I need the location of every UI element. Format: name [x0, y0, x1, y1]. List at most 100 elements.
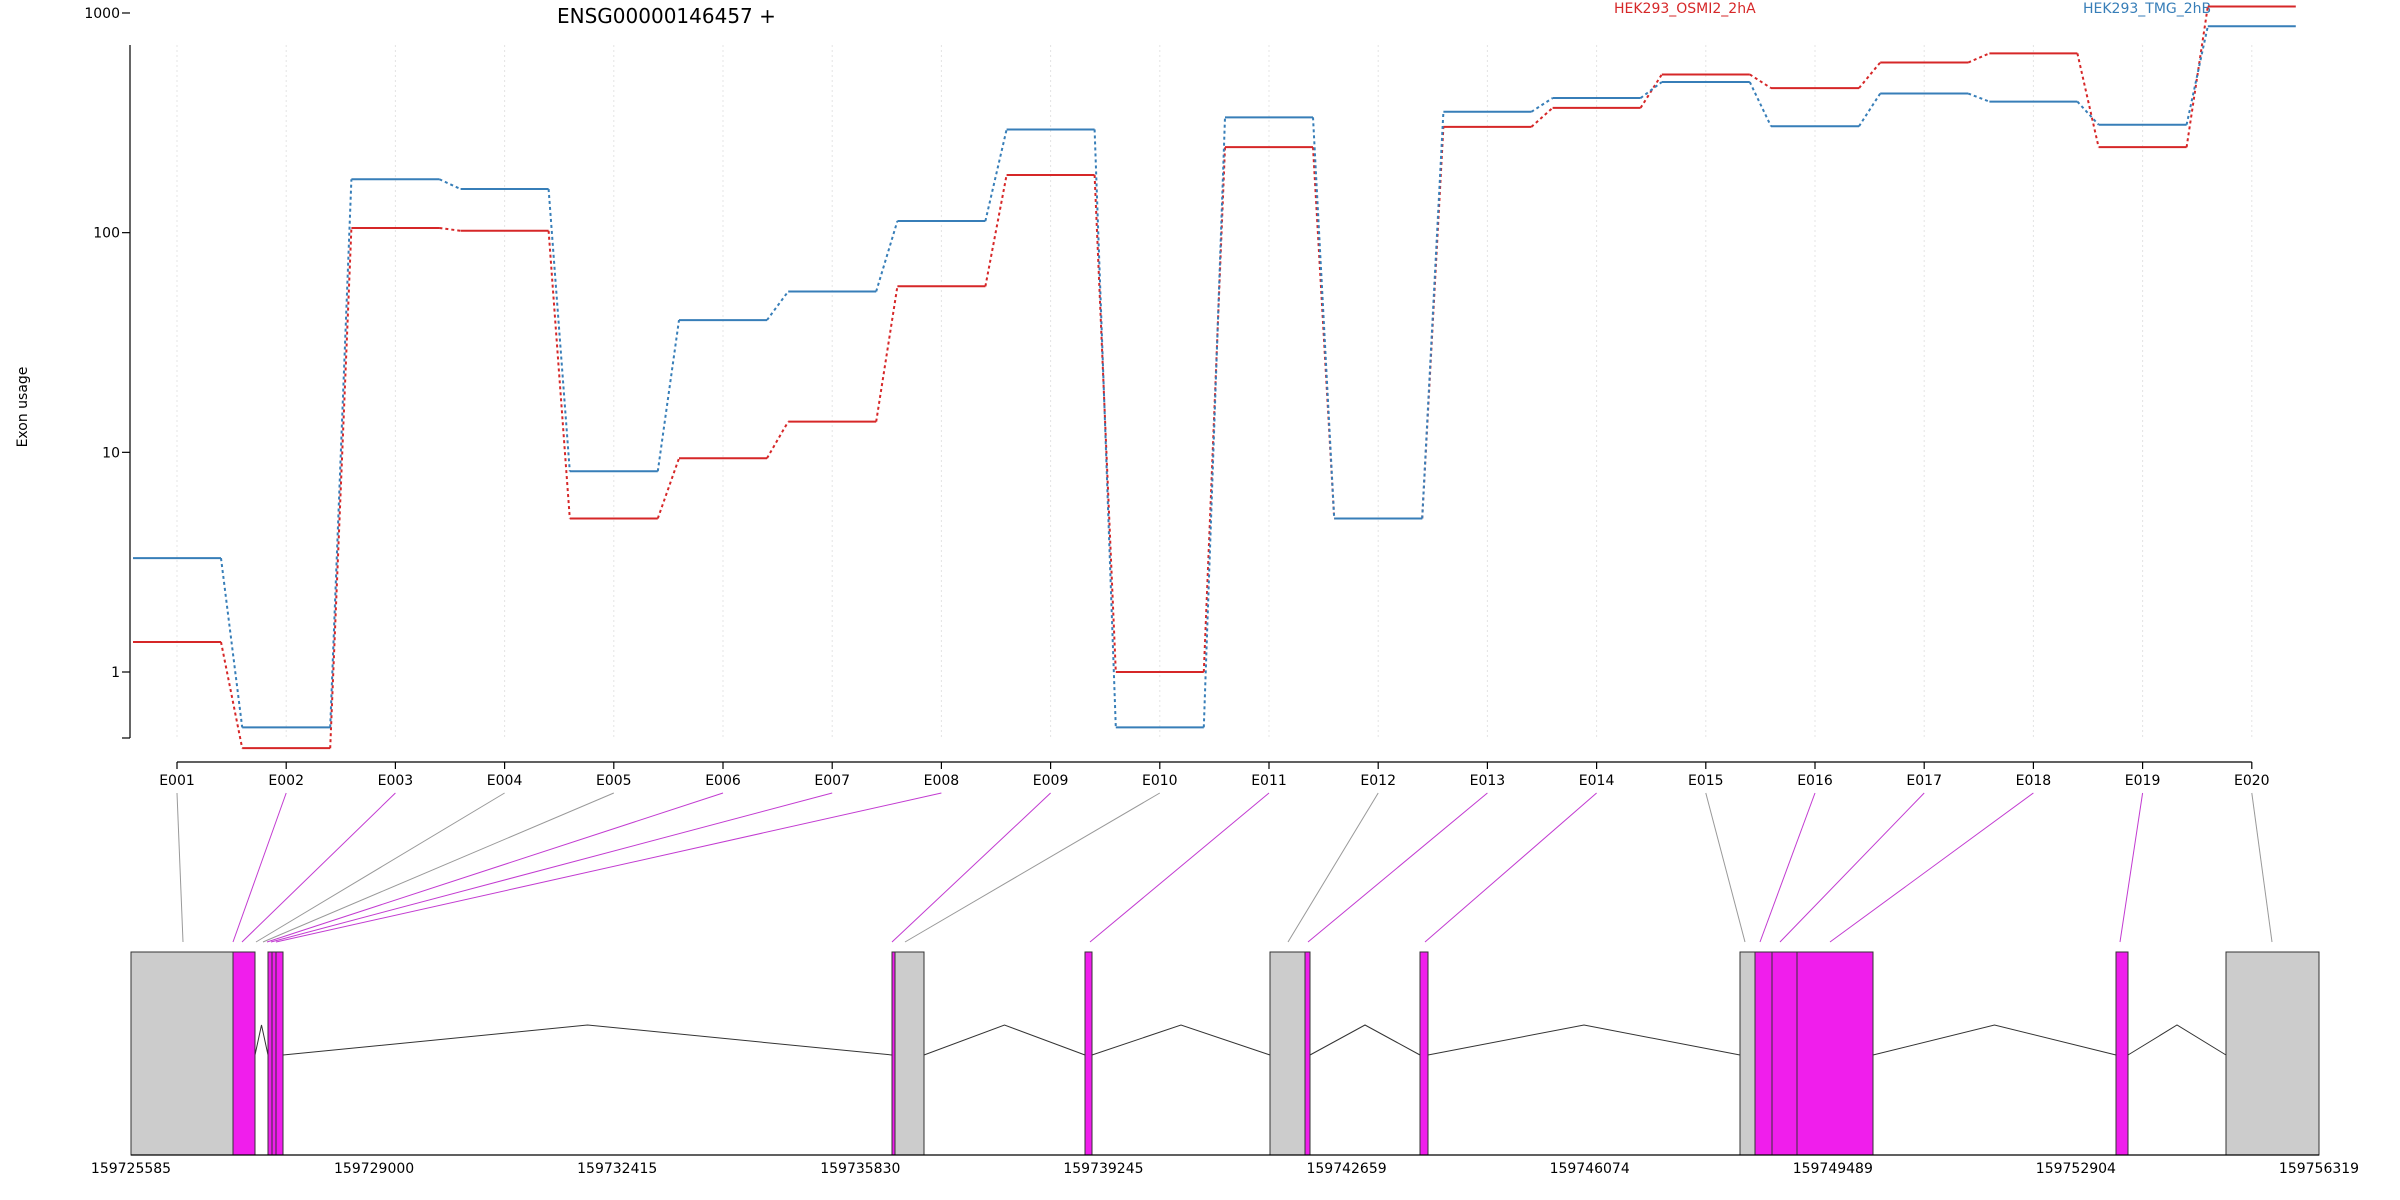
series-connector — [1421, 111, 1445, 519]
exon-block — [1739, 951, 1756, 1156]
exon-connector — [176, 792, 184, 943]
exon-block — [1771, 951, 1798, 1156]
series-connector — [875, 286, 899, 422]
exon-connector — [275, 792, 942, 943]
series-connector — [2076, 53, 2100, 148]
x-tick-label: E003 — [378, 773, 414, 789]
exon-connector — [2119, 792, 2144, 943]
gridlines — [176, 45, 2253, 738]
x-tick-label: E011 — [1251, 773, 1287, 789]
series-connector — [984, 174, 1008, 287]
y-axis: 1 10 100 1000 — [84, 6, 131, 739]
series-connector — [547, 230, 571, 519]
exon-block — [271, 951, 277, 1156]
exon-connector — [1759, 792, 1816, 943]
exon-connector-lines — [176, 792, 2273, 943]
series-connector — [1530, 107, 1554, 128]
series-lines — [133, 5, 2296, 750]
x-tick-label: E018 — [2016, 773, 2052, 789]
x-tick-label: E007 — [814, 773, 850, 789]
coordinate-label: 159729000 — [334, 1161, 414, 1177]
x-tick-label: E012 — [1360, 773, 1396, 789]
series-connector — [1202, 147, 1226, 673]
series-connector — [329, 227, 353, 749]
series-connector — [1749, 73, 1772, 89]
series-connector — [1421, 126, 1445, 519]
intron-line — [254, 1024, 269, 1056]
series-connector — [1748, 81, 1772, 127]
y-tick-label: 10 — [102, 445, 120, 461]
x-tick-label: E004 — [487, 773, 523, 789]
x-tick-label: E014 — [1579, 773, 1615, 789]
exon-connector — [1287, 792, 1379, 943]
exon-connector — [1307, 792, 1488, 943]
coordinate-label: 159735830 — [820, 1161, 900, 1177]
exon-block — [1796, 951, 1874, 1156]
legend-series-1: HEK293_OSMI2_2hA — [1614, 1, 1756, 17]
gene-model — [130, 951, 2320, 1156]
series-connector — [1312, 147, 1336, 519]
series-connector — [220, 641, 244, 749]
x-axis: E001 E002 E003 E004 E005 E006 E007 E008 E009 E010… — [159, 761, 2270, 789]
exon-connector — [2251, 792, 2273, 943]
series-connector — [1858, 92, 1882, 127]
series-connector — [1530, 97, 1554, 113]
series-line — [133, 5, 2296, 750]
coordinate-label: 159749489 — [1793, 1161, 1873, 1177]
exon-connector — [891, 792, 1051, 943]
x-tick-label: E013 — [1470, 773, 1506, 789]
exon-connector — [255, 792, 505, 943]
x-tick-label: E009 — [1033, 773, 1069, 789]
exon-connector — [266, 792, 724, 943]
intron-line — [1427, 1024, 1741, 1056]
exon-block — [2225, 951, 2320, 1156]
x-tick-label: E015 — [1688, 773, 1724, 789]
x-tick-label: E016 — [1797, 773, 1833, 789]
series-connector — [766, 421, 790, 459]
x-tick-label: E006 — [705, 773, 741, 789]
x-tick-label: E020 — [2234, 773, 2270, 789]
x-tick-label: E017 — [1906, 773, 1942, 789]
exon-block — [267, 951, 273, 1156]
series-connector — [1202, 117, 1226, 728]
exon-connector — [232, 792, 287, 943]
x-tick-label: E008 — [924, 773, 960, 789]
y-tick-label: 1 — [111, 665, 120, 681]
exon-connector — [241, 792, 396, 943]
x-tick-label: E002 — [268, 773, 304, 789]
series-connector — [656, 319, 680, 472]
series-connector — [1967, 52, 1990, 64]
exon-connector — [1779, 792, 1925, 943]
coordinate-label: 159746074 — [1550, 1161, 1630, 1177]
intron-line — [923, 1024, 1086, 1056]
series-connector — [766, 290, 790, 321]
intron-line — [282, 1024, 893, 1056]
series-connector — [1639, 81, 1663, 99]
exon-block — [1419, 951, 1429, 1156]
intron-line — [1091, 1024, 1271, 1056]
intron-line — [1872, 1024, 2117, 1056]
series-connector — [2076, 100, 2100, 126]
chart-title: ENSG00000146457 + — [557, 4, 776, 28]
x-tick-label: E001 — [159, 773, 195, 789]
genomic-coordinate-axis: 159725585 159729000 159732415 159735830 1597… — [91, 1154, 2359, 1177]
exon-block — [2115, 951, 2129, 1156]
series-connector — [329, 179, 353, 728]
x-tick-label: E010 — [1142, 773, 1178, 789]
y-tick-label: 100 — [93, 226, 120, 242]
coordinate-label: 159752904 — [2036, 1161, 2116, 1177]
exon-connector — [1089, 792, 1270, 943]
series-connector — [1093, 129, 1117, 728]
exon-block — [1269, 951, 1306, 1156]
coordinate-label: 159739245 — [1063, 1161, 1143, 1177]
series-connector — [2185, 26, 2209, 125]
exon-block — [1754, 951, 1773, 1156]
exon-block — [232, 951, 256, 1156]
exon-block — [275, 951, 284, 1156]
legend-series-2: HEK293_TMG_2hB — [2083, 1, 2211, 17]
coordinate-label: 159742659 — [1306, 1161, 1386, 1177]
series-line — [133, 25, 2296, 729]
exon-block — [1304, 951, 1311, 1156]
series-connector — [547, 188, 571, 472]
